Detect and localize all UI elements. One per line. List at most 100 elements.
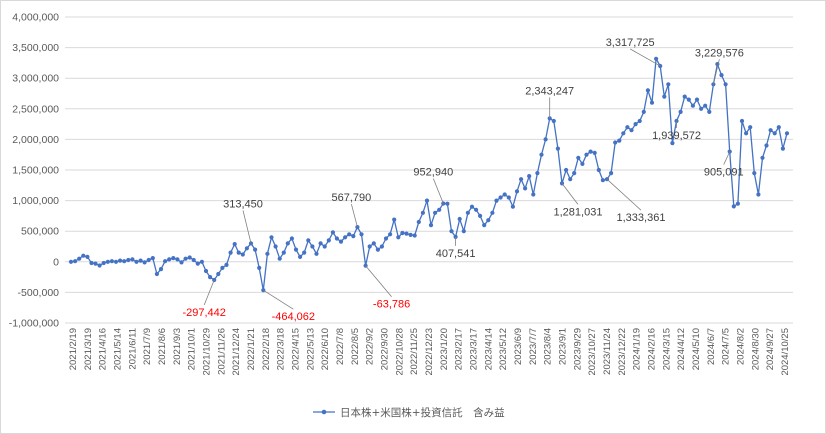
y-tick-label: 2,000,000 [12,134,59,146]
data-point [277,256,282,261]
data-point [649,100,655,105]
data-point [641,109,646,114]
annotation-leader [723,151,731,165]
data-point [584,152,589,157]
data-point [543,137,548,142]
data-point [465,210,470,215]
data-point [535,171,540,176]
x-tick-label: 2024/9/27 [765,328,776,370]
data-point [89,260,94,266]
data-point [367,244,372,249]
annotation-leader [242,210,252,244]
data-point [539,152,544,157]
x-tick-label: 2024/2/16 [647,328,658,370]
data-point [404,231,409,236]
data-point [449,229,454,234]
y-tick-label: 1,000,000 [12,195,59,207]
data-point [506,195,511,200]
data-point [502,192,507,197]
data-point [126,257,131,263]
data-point [510,204,515,209]
annotation-label: 1,939,572 [652,130,701,142]
annotation-label: -297,442 [182,307,225,319]
data-point [744,131,749,136]
x-tick-label: 2023/9/29 [572,328,583,370]
y-tick-label: 0 [53,256,59,268]
data-point [731,204,736,209]
x-tick-label: 2021/6/11 [127,328,138,370]
data-point [527,174,532,179]
data-point [674,118,679,124]
data-point [109,259,114,264]
annotation-leader [263,289,294,310]
data-point [77,256,82,261]
annotation-label: 407,541 [436,248,476,260]
gridlines [65,16,793,324]
data-point [437,207,442,212]
x-tick-label: 2024/7/5 [721,328,732,365]
data-point [682,94,687,99]
data-point [568,177,573,182]
annotation-label: 1,281,031 [554,206,603,218]
data-point [285,241,290,246]
data-point [314,251,319,256]
data-point [703,103,708,108]
annotations: 313,450 -297,442 -464,062 567,790 -63,786 952… [182,37,743,323]
data-point [609,171,614,176]
data-point [645,88,651,93]
data-point [457,216,462,222]
data-point [576,155,581,160]
x-tick-label: 2021/4/16 [98,328,109,370]
data-point [784,131,790,136]
data-point [621,131,626,136]
x-tick-label: 2022/10/28 [394,328,405,376]
data-point [232,242,237,247]
annotation-label: 905,091 [704,167,744,179]
data-point [187,255,192,260]
data-point [97,263,102,268]
x-tick-label: 2023/2/17 [454,328,465,370]
data-point [482,223,487,228]
data-point [756,192,761,197]
y-tick-label: -500,000 [18,287,60,299]
data-point [416,219,421,225]
data-point [600,178,606,183]
data-point [257,265,262,270]
data-point [85,254,90,259]
data-point [183,256,188,261]
y-tick-label: 2,500,000 [12,103,59,115]
x-tick-label: 2021/7/9 [142,328,153,365]
data-point [478,213,483,218]
data-point [146,257,151,263]
data-point [707,109,712,114]
data-point [289,236,294,241]
data-point [240,252,245,257]
data-point [486,218,491,223]
annotation-leader [712,59,720,85]
x-tick-label: 2022/2/18 [261,328,272,370]
data-point [253,247,258,252]
x-tick-label: 2021/10/1 [187,328,198,370]
x-tick-label: 2024/1/19 [632,328,643,370]
data-point [735,201,741,206]
x-tick-label: 2022/12/23 [424,328,435,376]
data-point [212,277,217,283]
data-point [154,271,159,277]
x-tick-label: 2023/8/4 [543,328,554,365]
data-point [547,116,552,121]
data-point [203,268,209,274]
annotation-leader [351,203,358,228]
x-tick-label: 2022/8/5 [350,328,361,365]
annotation-leader [203,279,215,306]
data-point [633,122,638,127]
x-tick-label: 2024/8/30 [750,328,761,370]
x-tick-label: 2021/2/19 [68,328,79,370]
data-point [379,244,384,249]
data-point [113,259,119,264]
annotation-label: 567,790 [332,192,372,204]
y-tick-label: 3,500,000 [12,42,59,54]
data-point [269,235,274,240]
data-point [658,63,663,69]
data-point [318,241,323,246]
